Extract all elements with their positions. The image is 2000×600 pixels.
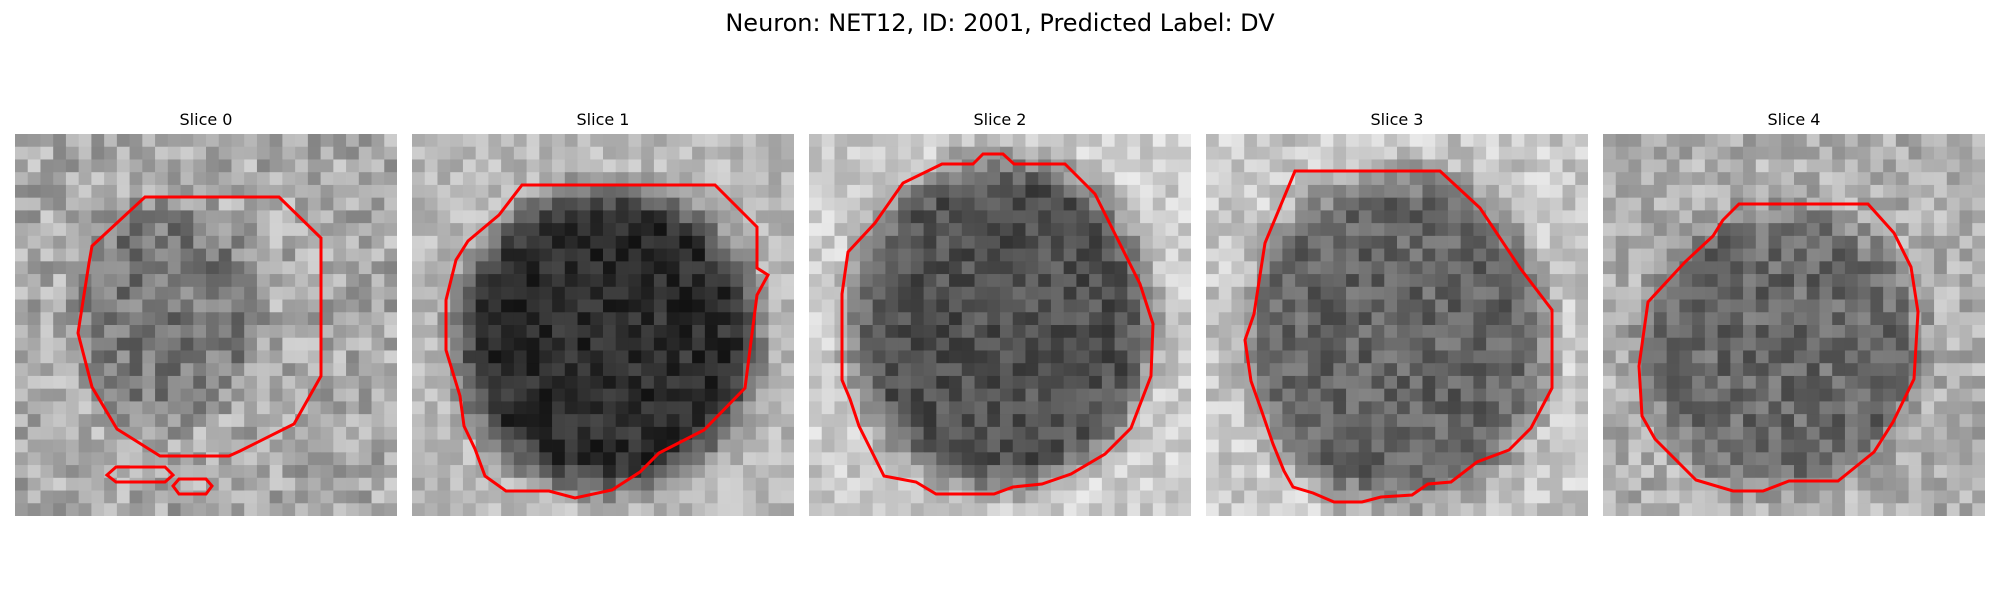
contour-outline <box>1243 169 1554 504</box>
panel-title-3: Slice 3 <box>1370 110 1424 129</box>
panel-title-1: Slice 1 <box>576 110 630 129</box>
panel-title-0: Slice 0 <box>179 110 233 129</box>
slice-pixels-3 <box>1206 134 1588 516</box>
panel-title-2: Slice 2 <box>973 110 1027 129</box>
slice-image-3 <box>1206 134 1588 516</box>
panel-title-4: Slice 4 <box>1767 110 1821 129</box>
contour-outline <box>104 465 176 484</box>
slice-image-4 <box>1603 134 1985 516</box>
contour-outline <box>840 152 1155 496</box>
contour-outline <box>444 183 770 500</box>
slice-image-0 <box>15 134 397 516</box>
slice-pixels-4 <box>1603 134 1985 516</box>
slice-pixels-1 <box>412 134 794 516</box>
slice-pixels-0 <box>15 134 397 516</box>
contour-outline <box>1637 202 1920 493</box>
slice-image-2 <box>809 134 1191 516</box>
slice-pixels-2 <box>809 134 1191 516</box>
slice-image-1 <box>412 134 794 516</box>
figure-title: Neuron: NET12, ID: 2001, Predicted Label… <box>725 9 1275 37</box>
contour-outline <box>171 477 214 496</box>
contour-outline <box>76 195 323 458</box>
